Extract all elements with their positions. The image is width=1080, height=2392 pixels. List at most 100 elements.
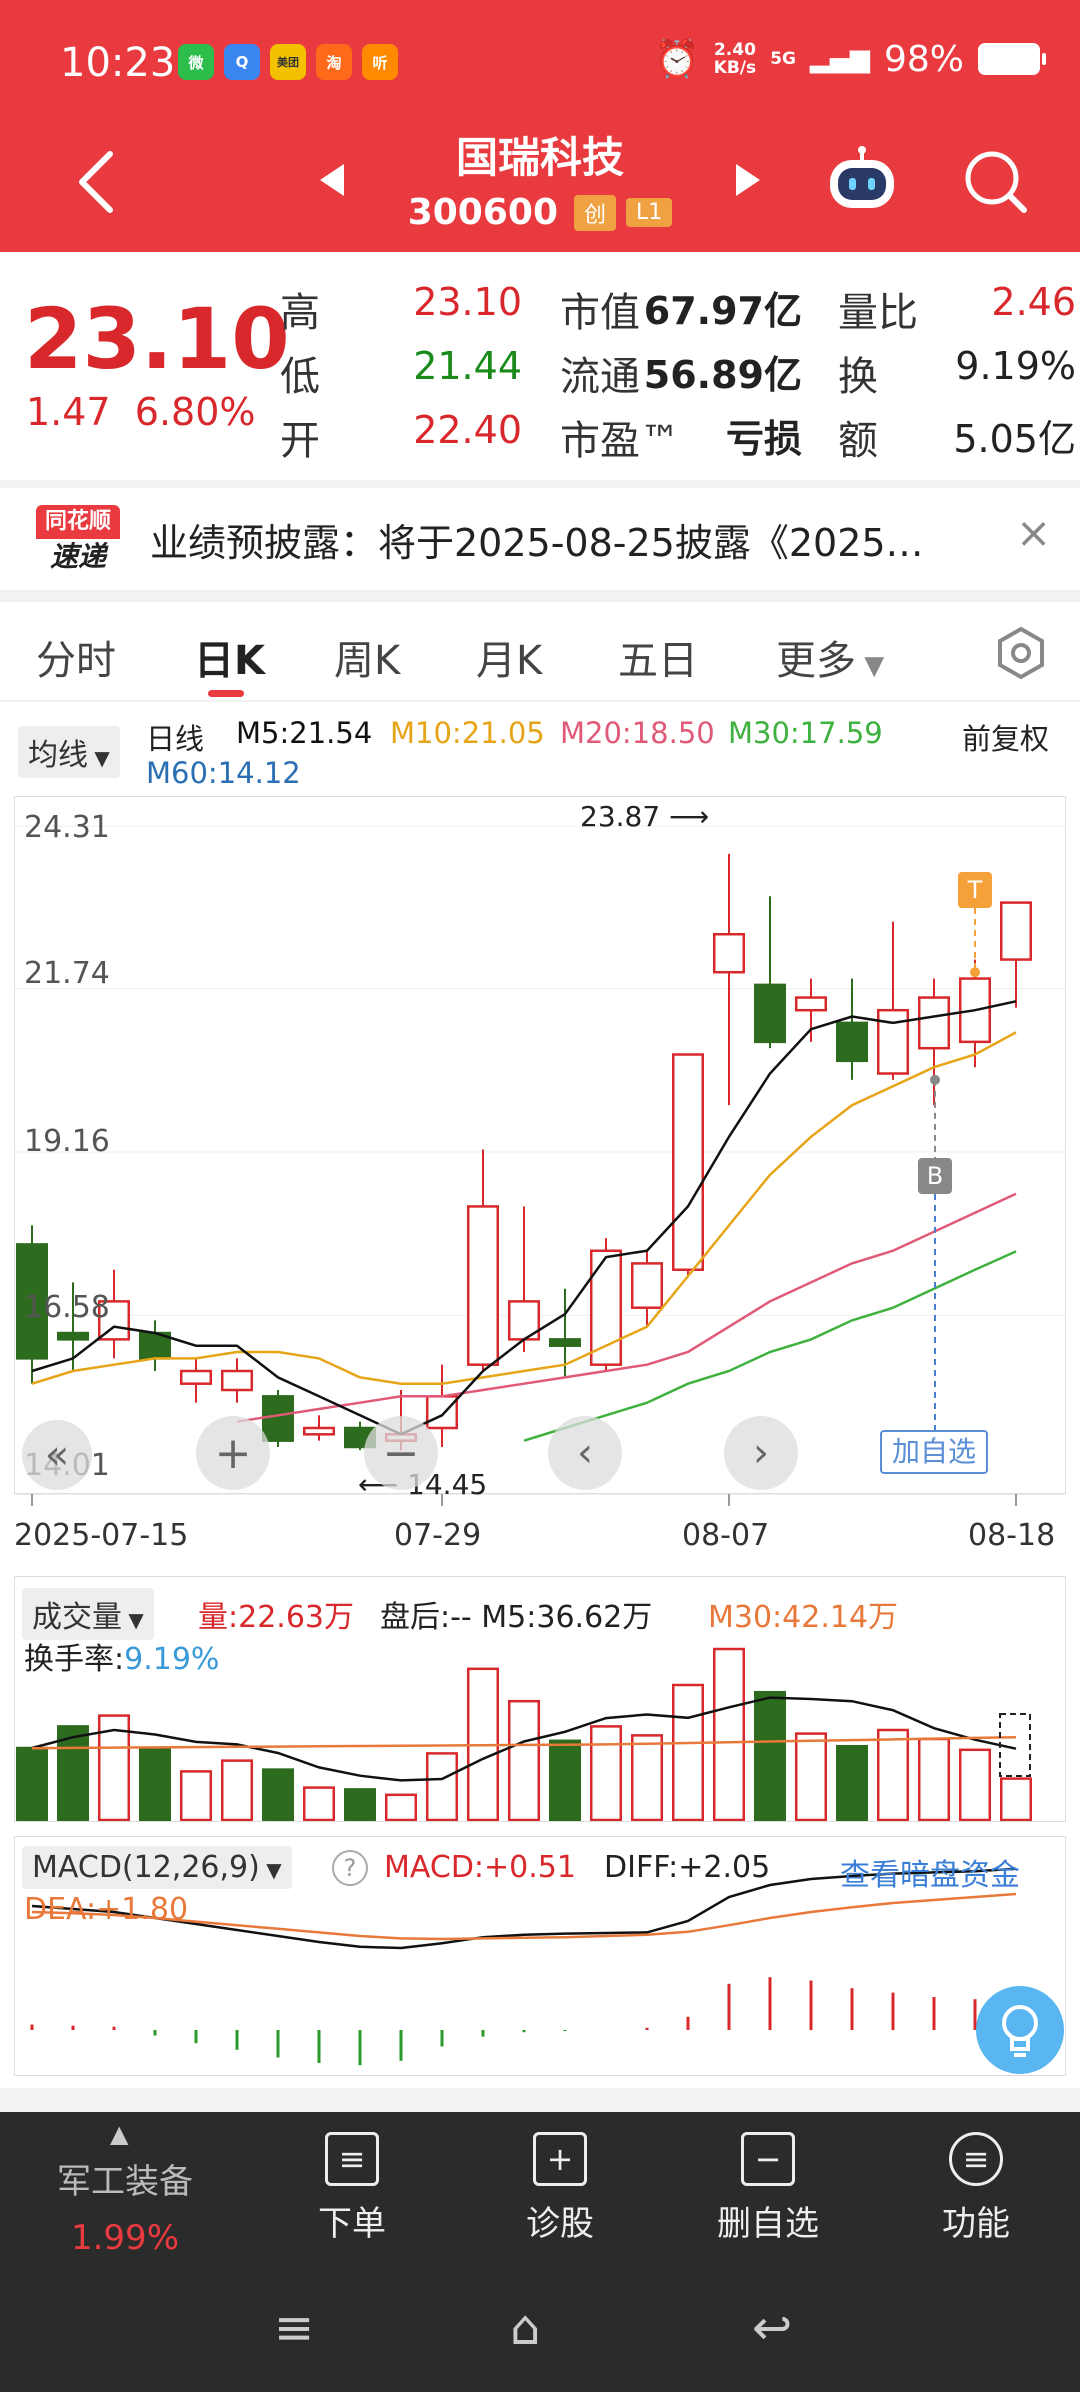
minus-box-icon: − — [741, 2132, 795, 2186]
level-tag: L1 — [626, 198, 673, 227]
plus-icon: + — [214, 1427, 252, 1479]
b-marker-dot — [930, 1074, 940, 1085]
order-button[interactable]: ≡ 下单 — [282, 2132, 422, 2245]
macd-value: MACD:+0.51 — [384, 1850, 576, 1885]
tab-intraday[interactable]: 分时 — [36, 638, 116, 684]
menu-circle-icon: ≡ — [949, 2132, 1003, 2186]
divider — [0, 480, 1080, 488]
macd-panel-frame — [14, 1836, 1066, 2076]
battery-percent: 98% — [883, 38, 964, 80]
dark-pool-link[interactable]: 查看暗盘资金 — [840, 1858, 1020, 1893]
macd-dea-line — [31, 1892, 1017, 1941]
volume-bar — [425, 1752, 459, 1822]
volume-bar — [97, 1714, 131, 1822]
remove-watchlist-button[interactable]: − 删自选 — [698, 2132, 838, 2245]
y-tick-label: 16.58 — [24, 1290, 110, 1325]
ths-news-logo: 同花顺 速递 — [36, 505, 120, 575]
ma10-value: M10:21.05 — [390, 716, 545, 750]
arrow-right-icon: ⟶ — [669, 800, 710, 833]
menu-nav-icon[interactable]: ≡ — [274, 2300, 315, 2356]
ma5-line — [31, 1000, 1017, 1436]
stock-name: 国瑞科技 — [455, 133, 624, 182]
volume-bar — [548, 1739, 582, 1822]
board-tag: 创 — [574, 194, 617, 231]
scroll-right-button[interactable]: › — [724, 1416, 798, 1490]
meituan-icon: 美团 — [270, 44, 306, 80]
tab-monthly-k[interactable]: 月K — [476, 638, 543, 684]
volume-bar — [958, 1748, 992, 1822]
b-signal-marker[interactable]: B — [918, 1158, 952, 1194]
candle-body — [876, 1008, 910, 1075]
volume-bar — [179, 1770, 213, 1822]
dea-value: DEA:+1.80 — [24, 1892, 189, 1927]
candle-body — [15, 1243, 49, 1360]
volume-bar — [876, 1728, 910, 1822]
zoom-out-button[interactable]: − — [364, 1416, 438, 1490]
volume-panel-frame — [14, 1576, 1066, 1822]
help-icon[interactable]: ? — [332, 1850, 368, 1886]
volume-bar — [589, 1725, 623, 1822]
tab-more[interactable]: 更多 ▼ — [776, 638, 885, 684]
volume-ma5-line — [31, 1696, 1017, 1782]
divider — [0, 700, 1080, 702]
volume-indicator-selector[interactable]: 成交量 ▼ — [22, 1588, 154, 1640]
candle-body — [958, 977, 992, 1044]
t-signal-marker[interactable]: T — [958, 872, 992, 908]
chart-settings-button[interactable] — [996, 626, 1046, 684]
status-time: 10:23 — [60, 40, 176, 86]
qq-icon: Q — [224, 44, 260, 80]
sector-name[interactable]: 军工装备 — [57, 2162, 193, 2202]
volume-bar — [507, 1699, 541, 1822]
kline-chart[interactable] — [0, 0, 1080, 2100]
diff-value: DIFF:+2.05 — [604, 1850, 771, 1885]
clipboard-plus-icon: + — [533, 2132, 587, 2186]
tab-daily-k[interactable]: 日K — [194, 638, 265, 684]
search-button[interactable] — [962, 148, 1030, 220]
t-marker-dot — [970, 967, 980, 978]
tips-bulb-button[interactable] — [976, 1986, 1064, 2074]
news-close-button[interactable]: × — [1016, 508, 1052, 557]
indicator-selector[interactable]: 均线 ▼ — [18, 726, 120, 778]
y-tick-label: 24.31 — [24, 810, 110, 845]
scroll-left-button[interactable]: ‹ — [548, 1416, 622, 1490]
adjust-type[interactable]: 前复权 — [962, 722, 1050, 756]
network-type: 5G — [770, 49, 796, 69]
status-right: ⏰ 2.40 KB/s 5G ▂▄▆ 98% — [654, 38, 1046, 80]
open-value: 22.40 — [413, 408, 522, 452]
news-text[interactable]: 业绩预披露：将于2025-08-25披露《2025… — [150, 521, 924, 565]
turnover-rate: 换手率:9.19% — [24, 1642, 220, 1677]
x-tick-label: 07-29 — [394, 1518, 482, 1553]
candle-body — [56, 1331, 90, 1341]
zoom-in-button[interactable]: + — [196, 1416, 270, 1490]
current-price: 23.10 — [24, 290, 290, 388]
add-watchlist-button[interactable]: 加自选 — [880, 1430, 988, 1474]
after-hours-ma5: 盘后:-- M5:36.62万 — [380, 1600, 653, 1635]
open-label: 开 — [280, 418, 320, 464]
back-nav-icon[interactable]: ↩ — [752, 2300, 793, 2356]
dropdown-icon: ▼ — [88, 746, 110, 770]
volume-bar — [261, 1768, 295, 1822]
ma30-value: M30:17.59 — [728, 716, 883, 750]
tab-weekly-k[interactable]: 周K — [334, 638, 401, 684]
home-nav-icon[interactable]: ⌂ — [510, 2300, 541, 2356]
stock-code: 300600 — [407, 192, 558, 233]
tab-five-day[interactable]: 五日 — [618, 638, 698, 684]
next-stock-button[interactable] — [734, 162, 762, 202]
volume-bar — [794, 1732, 828, 1822]
functions-button[interactable]: ≡ 功能 — [906, 2132, 1046, 2245]
prev-stock-button[interactable] — [318, 162, 346, 202]
volume-ratio-label: 量比 — [838, 290, 918, 336]
macd-indicator-selector[interactable]: MACD(12,26,9) ▼ — [22, 1846, 292, 1889]
alarm-icon: ⏰ — [654, 39, 700, 80]
triangle-right-icon — [736, 164, 760, 196]
expand-up-icon[interactable]: ▲ — [110, 2120, 129, 2148]
double-chevron-left-icon: « — [44, 1432, 70, 1478]
scroll-to-start-button[interactable]: « — [22, 1420, 92, 1490]
diagnose-button[interactable]: + 诊股 — [490, 2132, 630, 2245]
back-button[interactable] — [76, 150, 116, 218]
divider — [0, 2088, 1080, 2112]
robot-assistant-button[interactable] — [824, 146, 900, 218]
float-value: 56.89亿 — [643, 353, 802, 397]
high-label: 高 — [280, 290, 320, 336]
chevron-right-icon: › — [753, 1430, 769, 1476]
